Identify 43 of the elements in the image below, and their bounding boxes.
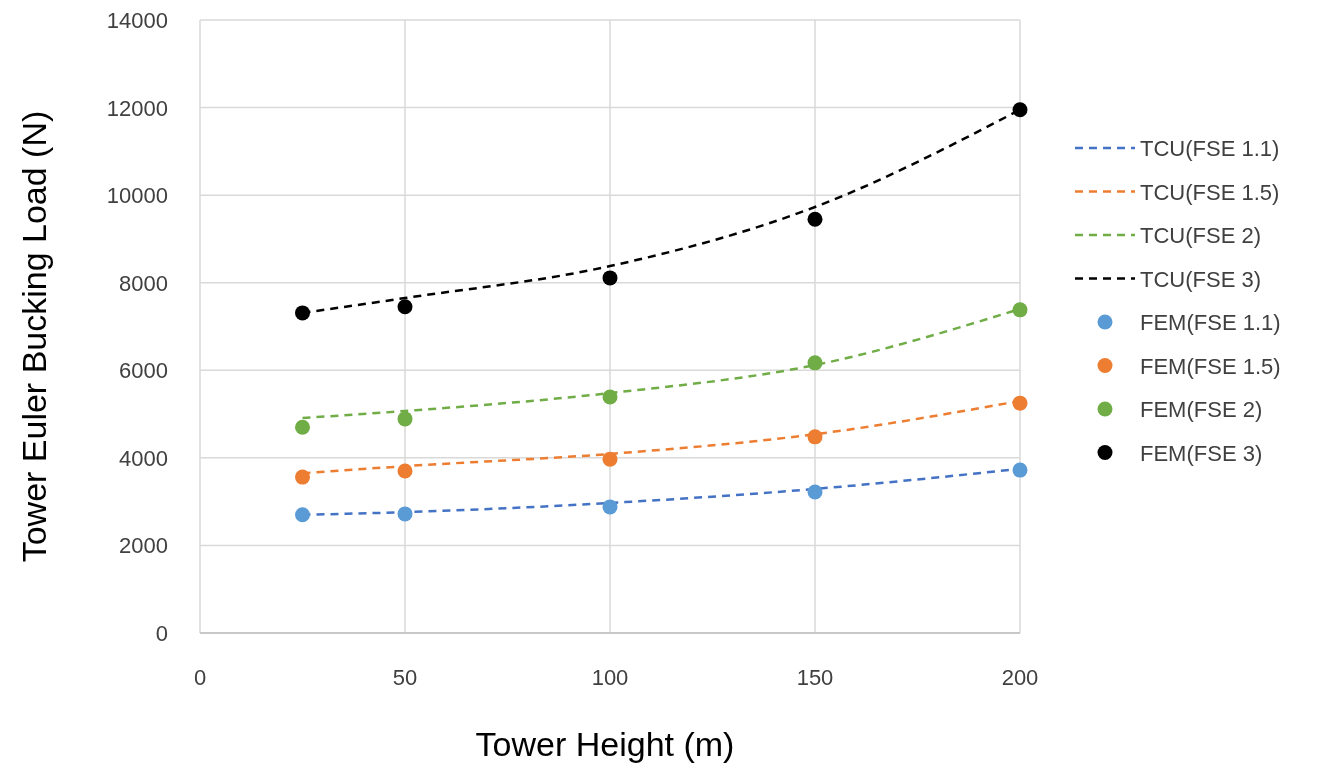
y-tick-label: 4000 xyxy=(119,445,168,471)
x-tick-label: 50 xyxy=(392,665,418,690)
legend-label: TCU(FSE 2) xyxy=(1140,223,1261,248)
point xyxy=(807,355,823,371)
point xyxy=(602,451,618,467)
point xyxy=(1012,462,1028,478)
point xyxy=(295,419,310,435)
x-tick-label: 150 xyxy=(796,665,834,690)
y-tick-label: 14000 xyxy=(106,8,168,33)
y-tick-label: 8000 xyxy=(119,270,168,296)
point xyxy=(602,499,618,515)
point xyxy=(397,463,413,479)
point xyxy=(295,305,310,321)
point xyxy=(397,411,413,427)
point xyxy=(1012,395,1028,411)
legend-label: TCU(FSE 1.1) xyxy=(1140,136,1280,161)
point xyxy=(295,469,310,485)
point xyxy=(397,299,413,315)
point xyxy=(295,507,310,523)
y-tick-label: 12000 xyxy=(106,95,168,121)
point xyxy=(397,506,413,522)
x-tick-label: 0 xyxy=(193,665,207,690)
x-axis-title: Tower Height (m) xyxy=(475,725,735,763)
point xyxy=(602,389,618,405)
y-tick-label: 10000 xyxy=(106,183,168,209)
point xyxy=(807,211,823,227)
point xyxy=(807,429,823,445)
legend-label: FEM(FSE 3) xyxy=(1140,440,1263,466)
x-tick-label: 200 xyxy=(1001,665,1039,690)
point xyxy=(1012,302,1028,318)
legend-label: TCU(FSE 3) xyxy=(1140,266,1261,292)
y-tick-label: 6000 xyxy=(119,358,168,384)
legend-label: FEM(FSE 1.1) xyxy=(1140,310,1281,335)
y-axis-title: Tower Euler Bucking Load (N) xyxy=(15,110,53,563)
y-tick-label: 2000 xyxy=(119,533,168,559)
legend-label: FEM(FSE 2) xyxy=(1140,397,1263,422)
point xyxy=(1012,102,1028,118)
point xyxy=(602,270,618,286)
x-tick-label: 100 xyxy=(591,665,629,690)
legend-label: FEM(FSE 1.5) xyxy=(1140,353,1281,379)
legend-label: TCU(FSE 1.5) xyxy=(1140,179,1280,205)
y-tick-label: 0 xyxy=(155,621,168,646)
point xyxy=(807,484,823,500)
